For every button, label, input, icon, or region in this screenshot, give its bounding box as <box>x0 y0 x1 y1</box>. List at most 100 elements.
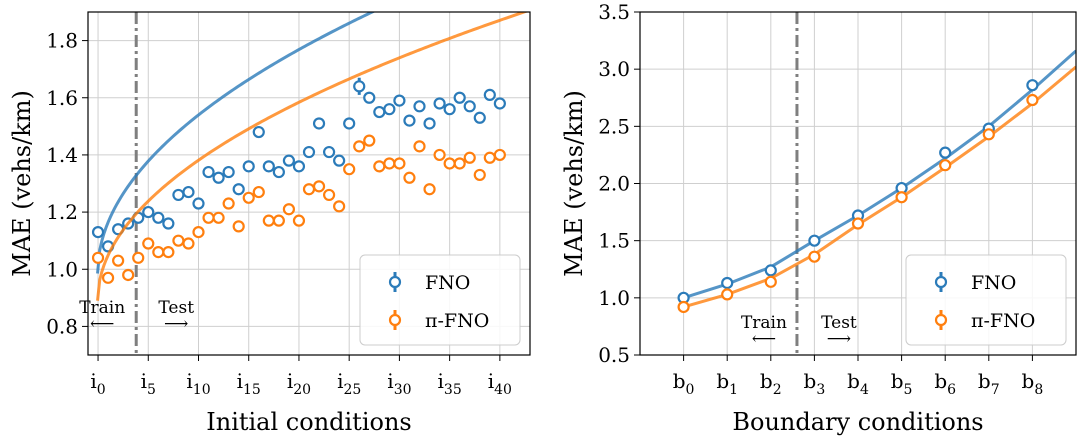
data-point <box>383 103 396 116</box>
data-point <box>232 220 245 233</box>
x-axis: b0 b1 b2 b3 b4 b5 b6 b7 b8 <box>673 355 1044 398</box>
y-tick-label: 3.5 <box>598 0 630 24</box>
x-tick-label: b6 <box>934 369 956 398</box>
data-point <box>212 171 225 184</box>
legend-label: π-FNO <box>425 310 489 332</box>
data-point <box>764 275 777 288</box>
data-point <box>423 117 436 130</box>
test-arrow: ⟶ <box>164 314 188 334</box>
legend-marker-icon <box>388 313 402 327</box>
legend: FNO π-FNO <box>905 254 1067 346</box>
x-tick-label: b4 <box>847 369 869 398</box>
data-point <box>312 117 326 130</box>
x-tick-label: b5 <box>891 369 913 398</box>
data-point <box>242 160 255 173</box>
legend-label: FNO <box>971 272 1016 294</box>
x-tick-label: b0 <box>673 369 695 398</box>
x-tick-label: i40 <box>488 369 512 398</box>
x-tick-label: b2 <box>760 369 782 398</box>
data-point <box>808 250 821 263</box>
y-tick-label: 0.5 <box>598 343 630 367</box>
data-point <box>343 117 356 130</box>
data-point <box>172 188 185 202</box>
data-point <box>132 251 145 264</box>
y-tick-label: 2.0 <box>598 172 630 196</box>
data-point <box>272 214 285 227</box>
data-point <box>403 171 416 184</box>
data-point <box>232 183 245 196</box>
chart-panel-2: 0.5 1.0 1.5 2.0 2.5 3.0 3.5 b0 b1 b2 b3 b4 b5 b6 b7 b8 B… <box>560 0 1077 436</box>
data-point <box>152 246 165 259</box>
y-tick-label: 1.2 <box>46 200 78 224</box>
test-label: Test <box>821 313 857 333</box>
legend-label: FNO <box>425 272 470 294</box>
data-point <box>322 145 336 159</box>
data-point <box>282 203 296 216</box>
x-axis-title: Boundary conditions <box>732 408 983 436</box>
data-point <box>1026 79 1039 92</box>
y-tick-label: 1.8 <box>46 29 78 53</box>
y-tick-label: 1.4 <box>46 143 78 167</box>
data-point <box>393 157 406 170</box>
train-label: Train <box>741 313 787 333</box>
legend: FNO π-FNO <box>359 254 521 346</box>
data-point <box>433 148 446 162</box>
data-point <box>939 146 952 159</box>
data-point <box>192 225 205 239</box>
axes-frame <box>639 11 1077 356</box>
data-point <box>721 288 734 301</box>
plot-area <box>91 12 529 355</box>
series-pi-fno <box>91 12 529 301</box>
x-tick-label: i15 <box>237 369 261 398</box>
data-point <box>302 183 316 196</box>
legend-marker-icon <box>934 313 948 327</box>
y-tick-label: 1.0 <box>46 257 78 281</box>
data-point <box>91 225 105 239</box>
data-point <box>353 140 366 153</box>
data-point <box>142 237 155 250</box>
y-tick-label: 3.0 <box>598 57 630 81</box>
data-point <box>252 185 265 199</box>
data-point <box>192 197 205 210</box>
x-tick-label: i25 <box>337 369 361 398</box>
y-tick-label: 1.6 <box>46 86 78 110</box>
data-point <box>493 148 506 162</box>
x-tick-label: i35 <box>438 369 462 398</box>
data-point <box>443 103 456 116</box>
data-point <box>272 165 285 179</box>
data-point <box>312 180 326 193</box>
y-axis: 0.8 1.0 1.2 1.4 1.6 1.8 <box>46 29 88 338</box>
data-point <box>333 200 346 213</box>
data-point <box>262 214 275 227</box>
data-point <box>302 145 316 159</box>
y-axis: 0.5 1.0 1.5 2.0 2.5 3.0 3.5 <box>598 0 640 367</box>
data-point <box>343 163 356 176</box>
data-point <box>982 128 995 141</box>
data-point <box>182 185 195 199</box>
data-point <box>939 159 952 172</box>
x-tick-label: b1 <box>716 369 738 398</box>
trend-line <box>96 12 376 274</box>
data-point <box>363 134 376 147</box>
data-point <box>433 97 446 110</box>
test-label: Test <box>158 298 194 318</box>
data-point <box>292 160 306 173</box>
x-axis: i0 i5 i10 i15 i20 i25 i30 i35 i40 <box>90 355 512 398</box>
legend-marker-icon <box>388 275 402 289</box>
train-label: Train <box>79 298 125 318</box>
data-point <box>222 197 235 210</box>
data-point <box>162 246 175 259</box>
x-tick-label: b8 <box>1022 369 1044 398</box>
train-arrow: ⟵ <box>90 314 114 334</box>
data-point <box>393 94 406 107</box>
y-axis-title: MAE (vehs/km) <box>560 90 588 277</box>
y-tick-label: 1.0 <box>598 286 630 310</box>
x-tick-label: i0 <box>90 369 105 398</box>
trend-line <box>96 12 529 301</box>
legend-marker-icon <box>934 275 948 289</box>
data-point <box>212 211 225 224</box>
data-point <box>463 100 476 113</box>
data-point <box>152 211 165 224</box>
data-point <box>764 264 777 277</box>
data-point <box>101 271 115 284</box>
